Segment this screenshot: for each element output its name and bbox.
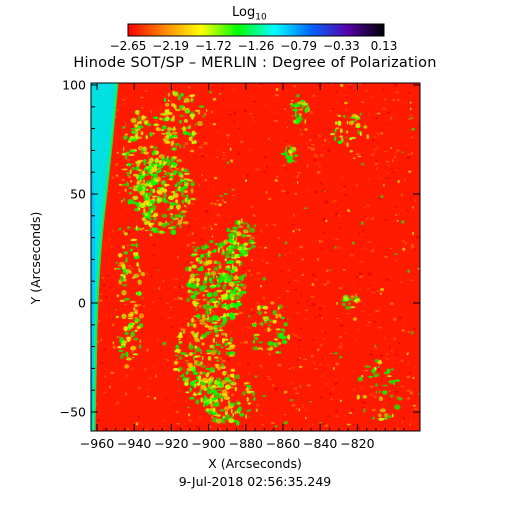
colorbar-tick-label: 0.13 — [370, 39, 398, 53]
polarization-map — [91, 83, 420, 431]
x-tick-label: −960 — [80, 436, 114, 451]
colorbar-tick-label: −2.19 — [152, 39, 190, 53]
y-axis-label: Y (Arcseconds) — [27, 211, 43, 305]
colorbar — [127, 23, 385, 37]
x-axis: −960 −940 −920 −900 −880 −860 −840 −820 — [80, 83, 405, 451]
plot-title: Hinode SOT/SP – MERLIN : Degree of Polar… — [73, 55, 437, 71]
x-tick-label: −820 — [340, 436, 374, 451]
colorbar-tick-label: −0.79 — [280, 39, 318, 53]
colorbar-title: Log10 — [232, 5, 267, 23]
colorbar-tick-label: −1.72 — [194, 39, 232, 53]
timestamp: 9-Jul-2018 02:56:35.249 — [178, 474, 332, 489]
colorbar-tick-label: −2.65 — [109, 39, 147, 53]
limb-edge — [92, 83, 119, 431]
x-axis-label: X (Arcseconds) — [208, 456, 302, 471]
x-tick-label: −900 — [191, 436, 225, 451]
y-tick-label: 50 — [70, 187, 86, 202]
y-axis: 100 50 0 −50 — [60, 78, 420, 420]
colorbar-tick-label: −1.26 — [237, 39, 275, 53]
x-tick-label: −920 — [154, 436, 188, 451]
y-tick-label: −50 — [60, 405, 86, 420]
x-tick-label: −860 — [266, 436, 300, 451]
y-tick-label: 0 — [78, 296, 86, 311]
x-tick-label: −840 — [303, 436, 337, 451]
x-tick-label: −940 — [117, 436, 151, 451]
limb-inner-band — [91, 150, 96, 431]
colorbar-tick-label: −0.33 — [322, 39, 360, 53]
solar-limb — [91, 83, 117, 431]
x-tick-label: −880 — [229, 436, 263, 451]
y-tick-label: 100 — [62, 78, 86, 93]
